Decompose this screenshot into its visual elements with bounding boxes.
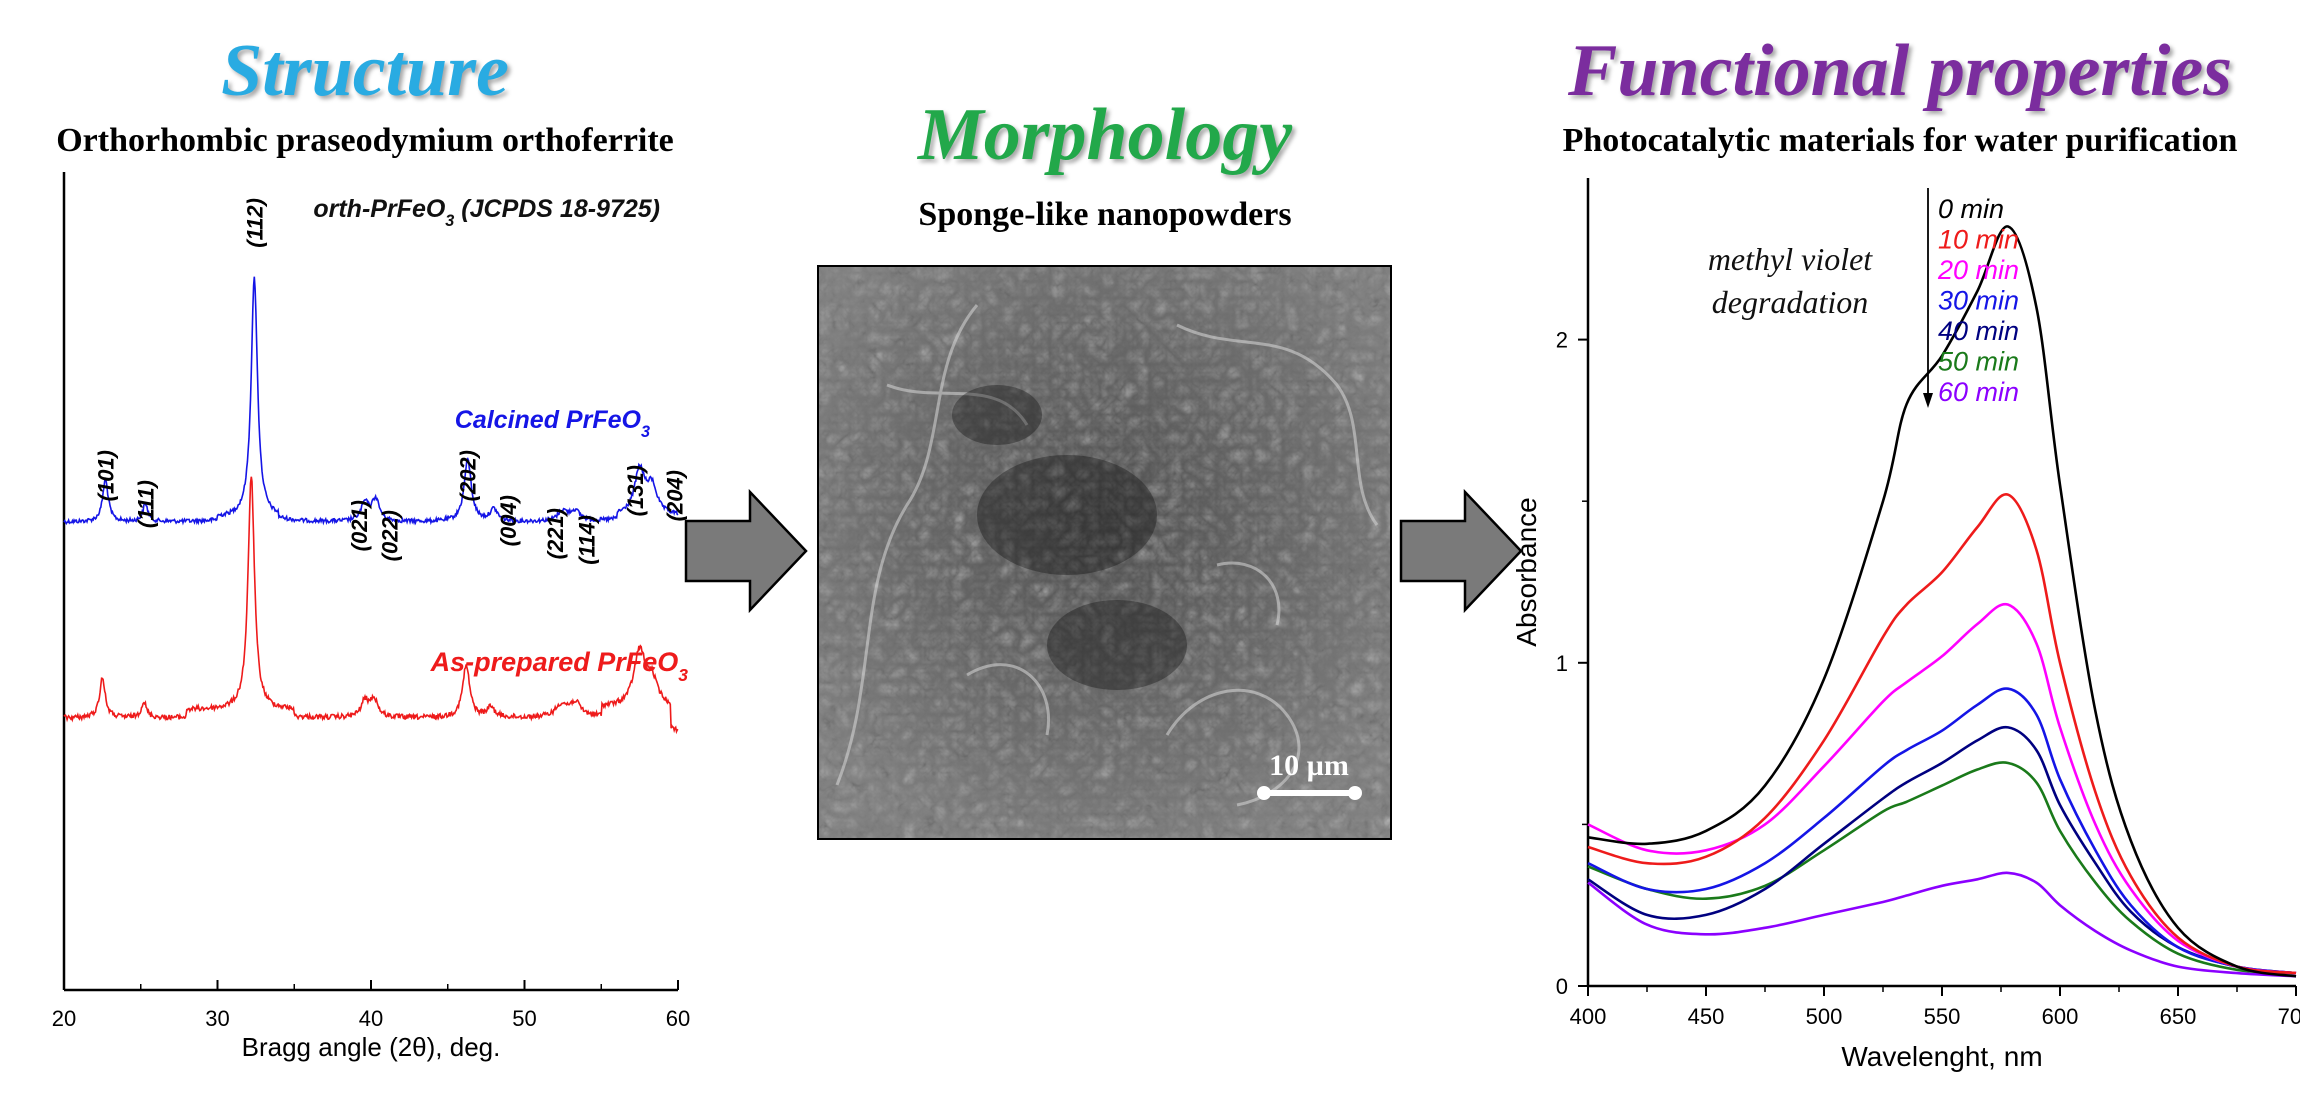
legend-item: 20 min <box>1937 255 2019 285</box>
label-subscript: 3 <box>445 212 454 230</box>
miller-index-label: (131) <box>623 465 648 516</box>
x-tick-label: 20 <box>52 1006 76 1031</box>
miller-index-label: (022) <box>378 510 403 561</box>
y-tick-label: 2 <box>1556 328 1568 353</box>
xrd-chart: 20 30 40 50 60 Bragg angle (2θ), deg. orth-PrF… <box>52 172 690 1062</box>
miller-index-label: (111) <box>133 480 158 528</box>
legend-item: 10 min <box>1938 225 2019 255</box>
miller-index-label: (112) <box>242 198 267 248</box>
miller-index-label: (221) <box>543 508 568 559</box>
y-tick-label: 0 <box>1556 974 1568 999</box>
x-axis-label: Wavelenght, nm <box>1841 1041 2042 1072</box>
x-tick-label: 650 <box>2160 1004 2197 1029</box>
miller-index-label: (204) <box>663 470 688 521</box>
legend-item: 40 min <box>1938 316 2019 346</box>
miller-index-label: (114) <box>575 515 600 565</box>
series-label-as-prepared: As-prepared PrFeO3 <box>430 647 689 685</box>
reference-label: orth-PrFeO3 (JCPDS 18-9725) <box>313 195 660 230</box>
scale-bar-label: 10 µm <box>1269 749 1349 782</box>
sem-micrograph: 10 µm <box>817 265 1392 840</box>
xrd-series-as-prepared <box>63 476 679 735</box>
legend-item: 60 min <box>1938 377 2019 407</box>
absorbance-series-4 <box>1587 725 2297 975</box>
structure-subtitle: Orthorhombic praseodymium orthoferrite <box>56 122 674 159</box>
legend-item: 30 min <box>1938 286 2019 316</box>
x-tick-label: 700 <box>2278 1004 2300 1029</box>
absorbance-series-3 <box>1587 687 2297 975</box>
absorbance-series-1 <box>1587 493 2297 975</box>
functional-title: Functional properties <box>1567 30 2233 112</box>
x-tick-label: 400 <box>1570 1004 1607 1029</box>
absorbance-series-0 <box>1587 225 2297 978</box>
annotation-line-1: methyl violet <box>1708 241 1873 277</box>
y-tick-label: 1 <box>1556 651 1568 676</box>
label-main: orth-PrFeO <box>313 195 446 223</box>
morphology-title: Morphology <box>917 94 1293 176</box>
right-arrow-icon <box>684 488 808 614</box>
y-axis-label: Absorbance <box>1511 497 1542 646</box>
xrd-series-calcined <box>63 276 679 526</box>
miller-index-label: (101) <box>93 450 118 501</box>
scale-bar: 10 µm <box>1257 749 1362 800</box>
absorbance-series-5 <box>1587 761 2297 975</box>
absorbance-chart: 400 450 500 550 600 650 700 0 1 2 Wavelenght, nm Ab… <box>1511 178 2300 1072</box>
series-label-calcined: Calcined PrFeO3 <box>455 406 650 441</box>
morphology-subtitle: Sponge-like nanopowders <box>918 196 1292 233</box>
label-subscript: 3 <box>678 665 688 685</box>
x-tick-label: 60 <box>666 1006 690 1031</box>
right-arrow-icon <box>1399 488 1523 614</box>
x-tick-label: 40 <box>359 1006 383 1031</box>
x-tick-label: 500 <box>1806 1004 1843 1029</box>
label-tail: (JCPDS 18-9725) <box>454 195 660 223</box>
label-main: As-prepared PrFeO <box>430 647 679 677</box>
legend-item: 50 min <box>1938 347 2019 377</box>
annotation-line-2: degradation <box>1712 284 1868 320</box>
absorbance-series-6 <box>1587 871 2297 978</box>
legend-arrow-head <box>1923 393 1933 408</box>
x-tick-label: 550 <box>1924 1004 1961 1029</box>
legend-item: 0 min <box>1938 194 2004 224</box>
x-tick-label: 50 <box>512 1006 536 1031</box>
absorbance-series-2 <box>1587 602 2297 975</box>
miller-index-label: (004) <box>496 495 521 546</box>
x-axis-label: Bragg angle (2θ), deg. <box>242 1032 501 1062</box>
label-main: Calcined PrFeO <box>455 406 642 434</box>
miller-index-label: (021) <box>347 500 372 551</box>
x-tick-label: 600 <box>2042 1004 2079 1029</box>
structure-title: Structure <box>221 30 509 112</box>
miller-index-label: (202) <box>456 450 481 501</box>
x-tick-label: 450 <box>1688 1004 1725 1029</box>
label-subscript: 3 <box>641 423 650 441</box>
x-tick-label: 30 <box>205 1006 229 1031</box>
functional-subtitle: Photocatalytic materials for water purif… <box>1562 122 2238 159</box>
